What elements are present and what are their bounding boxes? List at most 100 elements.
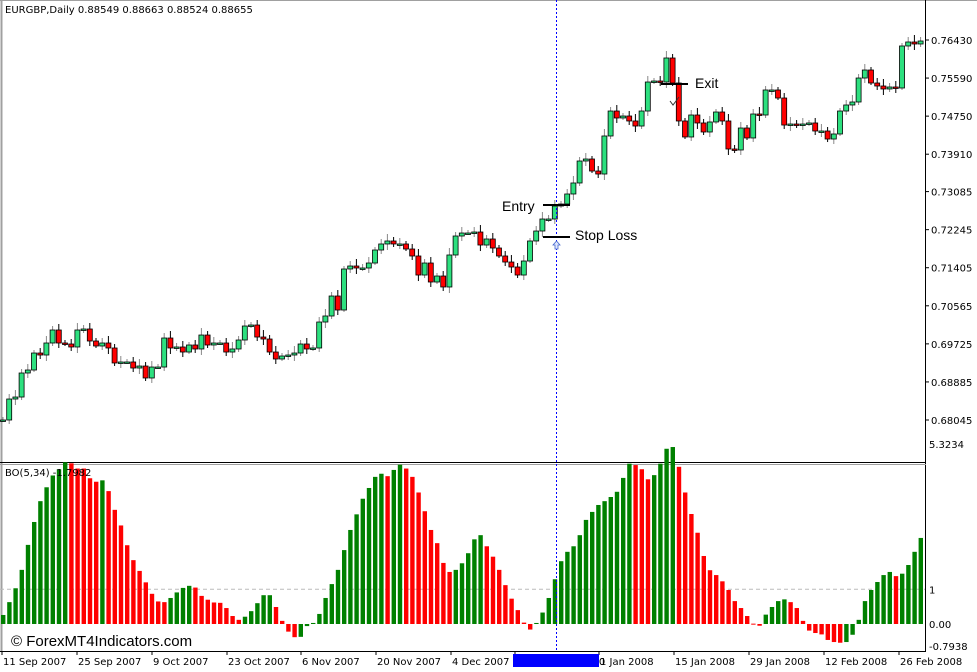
candle-body [725,120,732,150]
candle [161,333,168,372]
checkmark-icon [669,96,680,106]
price-tick-label: 0.70565 [931,302,972,313]
histogram-bar [87,478,93,624]
candle-body [204,334,211,346]
candle [694,108,701,129]
histogram-bar [44,487,49,624]
histogram-bar [850,624,855,635]
candle-body [372,249,378,264]
candle-body [310,347,316,350]
price-tick-label: 0.76430 [931,36,972,47]
indicator-tick-label: 5.3234 [929,440,964,451]
candle [55,323,62,349]
candle [148,361,155,383]
candle [248,322,254,329]
candle [403,240,409,252]
histogram-bar [69,463,74,624]
candle-body [620,115,626,119]
candle [706,115,713,137]
histogram-bar [552,579,558,624]
candle [12,390,19,406]
candle [229,341,236,359]
histogram-bar [869,589,874,624]
candle [124,358,130,364]
histogram-bar [466,553,471,624]
candle-body [359,267,366,270]
histogram-bar [273,606,279,624]
candle [365,257,372,273]
histogram-bar [757,624,762,626]
candle-body [167,337,174,349]
histogram-bar [416,492,421,624]
candle-body [750,113,757,139]
price-tick-label: 0.75590 [931,74,972,85]
histogram-bar [391,469,396,624]
candle [787,117,794,132]
candle [235,336,242,352]
candle [477,225,484,252]
candle [204,331,211,348]
candle [37,348,44,360]
histogram-bar [918,537,923,624]
candle-body [446,254,453,288]
candle-body [130,361,137,369]
candle-body [316,321,323,349]
candle-body [775,89,781,99]
time-tick-label: 4 Dec 2007 [452,657,510,668]
candle-body [365,262,372,269]
candle-body [651,80,657,83]
histogram-bar [645,479,651,624]
candle-body [80,328,87,331]
candle-body [43,342,50,356]
candle [372,247,378,266]
candle [173,342,180,351]
candle [768,83,775,95]
candle-body [644,81,651,112]
candle-body [514,266,521,276]
candle-body [570,182,577,195]
histogram-bar [304,624,310,627]
candle-body [886,86,893,90]
candle [582,153,589,167]
candle-body [837,110,843,135]
histogram-bar [602,501,607,624]
histogram-bar [453,569,458,624]
histogram-bar [162,602,167,624]
candle [254,320,261,342]
histogram-bar [807,624,812,631]
price-axis: 0.76430 0.75590 0.74750 0.73910 0.73085 0.722… [925,36,972,427]
histogram-bar [354,514,359,624]
histogram-bar [373,476,378,624]
histogram-bar [509,598,514,624]
candle [117,355,124,368]
candle-body [440,275,447,288]
candle-body [818,130,825,133]
histogram-bar [249,611,254,624]
histogram-bar [831,624,837,643]
histogram-bar [881,575,886,624]
candle-body [192,344,199,350]
histogram-bar [720,581,725,624]
candle-body [31,352,37,371]
histogram-bar [56,469,62,624]
candle-body [675,82,682,122]
candle [167,331,174,354]
entry-label: Entry [502,198,535,214]
candle [613,105,620,123]
histogram-bar [211,602,217,624]
candle-body [812,122,819,132]
candle [210,337,217,350]
candle-body [545,218,552,221]
bo-histogram [1,447,923,643]
histogram-bar [751,623,756,625]
candle-body [874,82,881,87]
candle [74,322,81,353]
histogram-bar [577,535,582,624]
candle-body [855,77,862,103]
candle-body [682,120,688,138]
histogram-bar [689,514,694,624]
candle [688,110,695,141]
candle [68,339,75,351]
candle-body [62,342,68,345]
